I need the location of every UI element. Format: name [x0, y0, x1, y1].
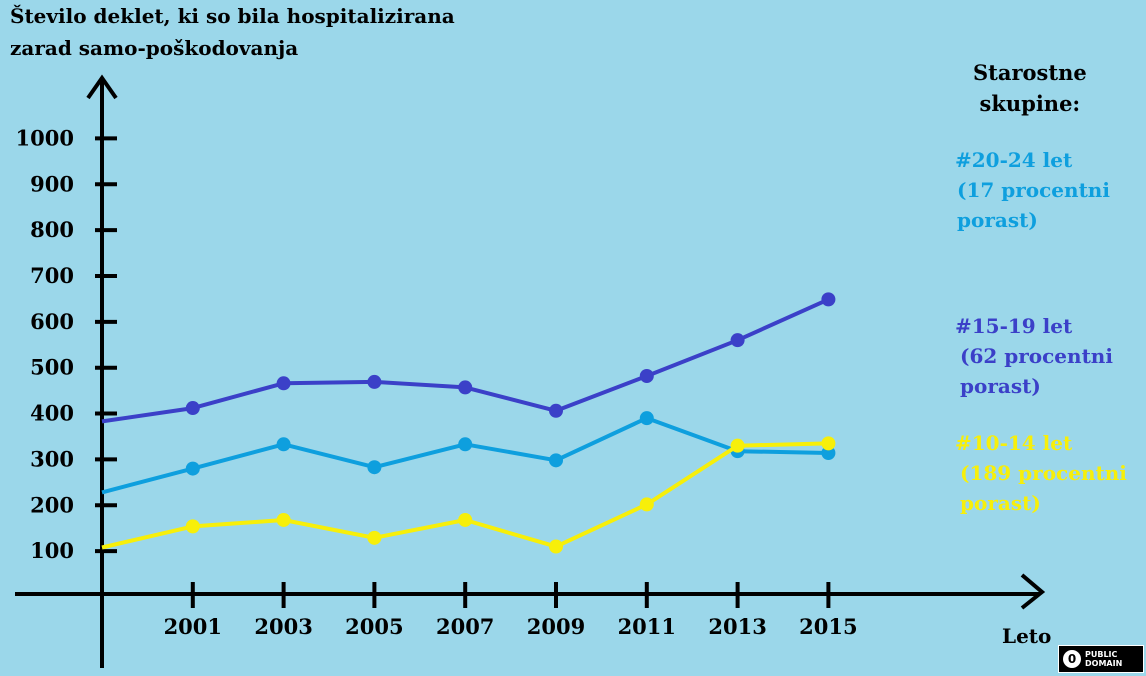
legend-title: Starostne skupine:	[973, 57, 1087, 119]
data-point	[185, 401, 200, 416]
chart-title-line-1: Število deklet, ki so bila hospitalizira…	[10, 4, 455, 28]
y-tick-label: 200	[30, 492, 74, 517]
legend-entry-note: (17 procentni	[957, 178, 1110, 202]
x-tick-label: 2011	[618, 614, 676, 639]
data-point	[730, 333, 745, 348]
data-point	[549, 453, 563, 468]
legend-entry-15-19: #15-19 let (62 procentni porast)	[955, 311, 1113, 401]
legend-entry-label: #15-19 let	[955, 314, 1073, 338]
y-tick-label: 500	[30, 355, 74, 380]
x-tick-label: 2005	[345, 614, 403, 639]
y-tick-label: 900	[30, 171, 74, 196]
series-2	[101, 436, 836, 554]
public-domain-badge: 0 PUBLIC DOMAIN	[1058, 645, 1144, 673]
data-point	[821, 445, 836, 460]
y-tick-label: 700	[30, 263, 74, 288]
y-tick-label: 300	[30, 446, 74, 471]
x-tick-label: 2003	[254, 614, 312, 639]
data-point	[821, 292, 836, 307]
public-domain-text: PUBLIC DOMAIN	[1085, 650, 1122, 668]
data-point	[276, 512, 291, 527]
data-point	[549, 403, 563, 418]
data-point	[549, 539, 563, 554]
y-tick-label: 400	[30, 401, 74, 426]
x-tick-label: 2013	[708, 614, 766, 639]
data-point	[458, 380, 473, 395]
legend-entry-note: porast)	[960, 374, 1041, 398]
x-tick-label: 2001	[164, 614, 222, 639]
y-tick-label: 800	[30, 217, 74, 242]
data-point	[185, 461, 200, 476]
y-axis-arrow	[86, 74, 118, 100]
legend-entry-note: porast)	[957, 208, 1038, 232]
x-axis-label: Leto	[1002, 624, 1052, 648]
data-point	[367, 530, 382, 545]
legend-entry-20-24: #20-24 let (17 procentni porast)	[955, 145, 1110, 235]
legend-entry-note: porast)	[960, 491, 1041, 515]
y-tick-label: 600	[30, 309, 74, 334]
data-point	[458, 437, 473, 452]
badge-line-2: DOMAIN	[1085, 659, 1123, 668]
x-tick-label: 2007	[436, 614, 494, 639]
legend-entry-label: #20-24 let	[955, 148, 1073, 172]
badge-line-1: PUBLIC	[1085, 650, 1118, 659]
y-tick-label: 1000	[16, 125, 74, 150]
series-layer	[101, 292, 836, 554]
data-point	[185, 519, 200, 534]
data-point	[458, 512, 473, 527]
data-point	[730, 438, 745, 453]
series-line	[101, 441, 829, 550]
x-axis-arrow	[1020, 573, 1046, 610]
x-tick-label: 2015	[799, 614, 857, 639]
data-point	[276, 437, 291, 452]
legend-entry-label: #10-14 let	[955, 431, 1073, 455]
x-tick-label: 2009	[527, 614, 585, 639]
data-point	[276, 376, 291, 391]
data-point	[639, 411, 654, 426]
y-tick-label: 100	[30, 538, 74, 563]
data-point	[367, 460, 382, 475]
legend-entry-note: (62 procentni	[960, 344, 1113, 368]
data-point	[367, 374, 382, 389]
legend-entry-10-14: #10-14 let (189 procentni porast)	[955, 428, 1127, 518]
series-1	[101, 292, 836, 424]
legend-entry-note: (189 procentni	[960, 461, 1127, 485]
data-point	[639, 368, 654, 383]
data-point	[821, 436, 836, 451]
chart-title-line-2: zarad samo-poškodovanja	[10, 36, 299, 60]
series-line	[101, 297, 830, 424]
data-point	[639, 497, 654, 512]
public-domain-icon: 0	[1063, 650, 1081, 668]
legend-title-line-1: Starostne	[973, 60, 1087, 85]
legend-title-line-2: skupine:	[979, 91, 1081, 116]
axes: 100 200 300 400 500 600 700 800 900 1000 2001 2003 2…	[15, 74, 1046, 668]
